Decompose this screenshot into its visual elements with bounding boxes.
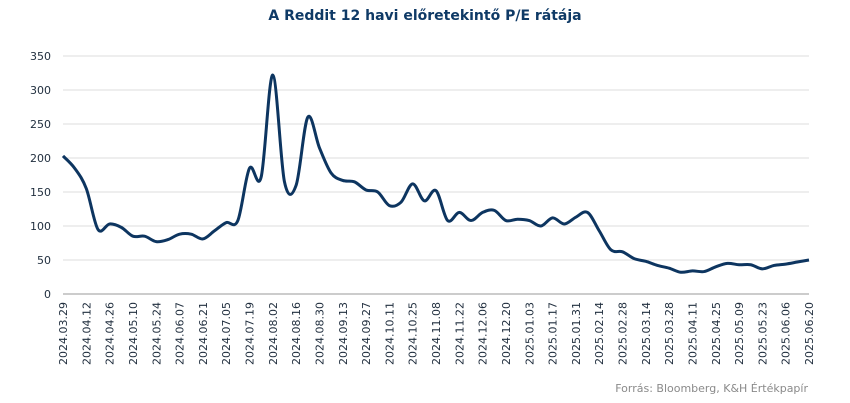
y-tick-label: 100	[30, 220, 51, 233]
x-tick-label: 2024.04.12	[80, 302, 93, 365]
x-tick-label: 2024.06.07	[174, 302, 187, 365]
x-tick-label: 2025.03.14	[640, 302, 653, 365]
x-tick-label: 2025.06.06	[780, 302, 793, 365]
y-tick-label: 350	[30, 50, 51, 63]
x-tick-label: 2024.10.25	[407, 302, 420, 365]
x-tick-label: 2025.02.28	[617, 302, 630, 365]
x-tick-label: 2024.08.02	[267, 302, 280, 365]
x-tick-label: 2024.12.06	[477, 302, 490, 365]
x-tick-label: 2024.12.20	[500, 302, 513, 365]
x-tick-label: 2024.10.11	[383, 302, 396, 365]
line	[61, 73, 810, 274]
x-tick-label: 2024.05.24	[150, 302, 163, 365]
x-tick-label: 2024.08.16	[290, 302, 303, 365]
x-tick-label: 2025.05.23	[756, 302, 769, 365]
x-tick-label: 2025.01.17	[547, 302, 560, 365]
x-tick-label: 2025.06.20	[803, 302, 816, 365]
y-tick-label: 250	[30, 118, 51, 131]
y-tick-label: 50	[37, 254, 51, 267]
x-tick-label: 2024.07.19	[244, 302, 257, 365]
x-tick-label: 2025.04.25	[710, 302, 723, 365]
source: Forrás: Bloomberg, K&H Értékpapír	[615, 382, 808, 395]
x-tick-label: 2024.11.08	[430, 302, 443, 365]
y-tick-label: 300	[30, 84, 51, 97]
x-tick-label: 2025.04.11	[686, 302, 699, 365]
x-tick-label: 2025.03.28	[663, 302, 676, 365]
x-tick-label: 2025.05.09	[733, 302, 746, 365]
y-tick-label: 0	[44, 288, 51, 301]
chart-title: A Reddit 12 havi előretekintő P/E rátája	[268, 8, 581, 24]
x-tick-label: 2024.05.10	[127, 302, 140, 365]
x-tick-label: 2024.07.05	[220, 302, 233, 365]
x-tick-label: 2024.09.13	[337, 302, 350, 365]
x-tick-label: 2024.09.27	[360, 302, 373, 365]
x-tick-label: 2024.04.26	[104, 302, 117, 365]
x-tick-label: 2024.03.29	[57, 302, 70, 365]
y-tick-label: 150	[30, 186, 51, 199]
x-tick-label: 2024.06.21	[197, 302, 210, 365]
y-tick-label: 200	[30, 152, 51, 165]
x-tick-label: 2024.11.22	[453, 302, 466, 365]
x-tick-label: 2025.01.03	[523, 302, 536, 365]
x-tick-label: 2024.08.30	[313, 302, 326, 365]
x-tick-label: 2025.02.14	[593, 302, 606, 365]
x-tick-label: 2025.01.31	[570, 302, 583, 365]
